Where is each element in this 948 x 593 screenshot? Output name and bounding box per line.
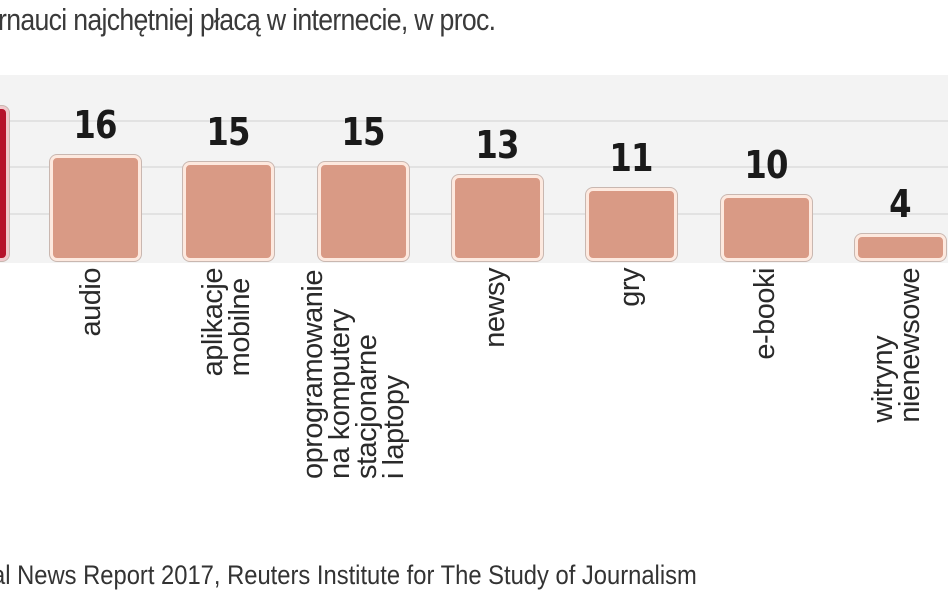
bar-value-e-booki: 10: [744, 143, 788, 187]
bar-gry: [586, 188, 677, 261]
bar-oprogramowanie: [318, 162, 409, 261]
bar-value-aplikacje-mobilne: 15: [206, 110, 250, 154]
bar-highlighted-cutoff: [0, 106, 9, 261]
bar-audio: [50, 155, 141, 261]
bar-e-booki: [721, 195, 812, 261]
bar-value-newsy: 13: [475, 123, 519, 167]
bar-value-witryny-nienewsowe: 4: [889, 182, 911, 226]
bar-witryny-nienewsowe: [855, 234, 946, 261]
bar-label-gry: gry: [614, 268, 646, 307]
bar-label-oprogramowanie: oprogramowanie na komputery stacjonarne …: [297, 270, 410, 480]
bar-aplikacje-mobilne: [183, 162, 274, 261]
chart-source: al News Report 2017, Reuters Institute f…: [0, 560, 697, 590]
bar-label-audio: audio: [75, 268, 107, 337]
gridline: [0, 166, 948, 168]
bar-label-aplikacje-mobilne: aplikacje mobilne: [197, 268, 256, 377]
bar-value-oprogramowanie: 15: [341, 110, 385, 154]
bar-label-e-booki: e-booki: [749, 268, 781, 360]
chart-title: rnauci najchętniej płacą w internecie, w…: [0, 2, 496, 37]
gridline: [0, 120, 948, 122]
bar-value-audio: 16: [73, 103, 117, 147]
bar-newsy: [452, 175, 543, 261]
bar-label-newsy: newsy: [479, 268, 511, 348]
bar-label-witryny-nienewsowe: witryny nienewsowe: [867, 268, 926, 423]
bar-value-gry: 11: [609, 136, 653, 180]
